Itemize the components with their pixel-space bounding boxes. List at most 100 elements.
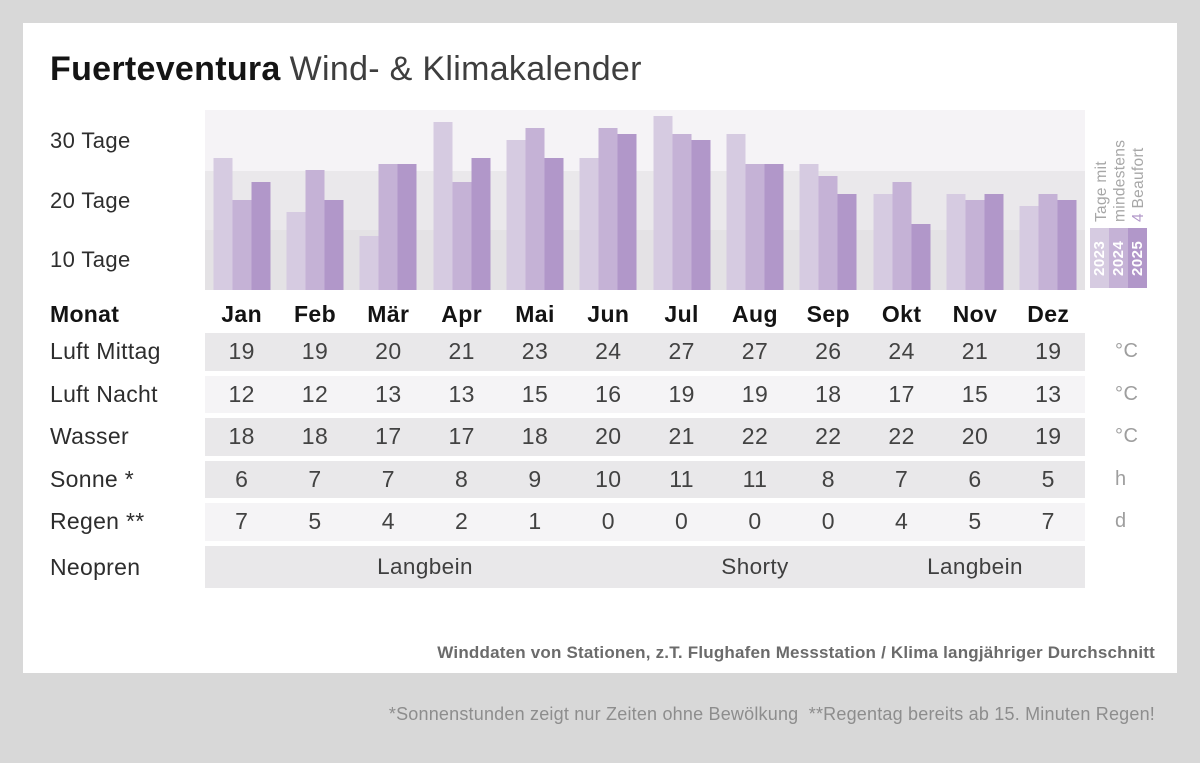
value-mär: 20	[375, 338, 402, 364]
table-row-wasser: Wasser 18 18 17 17 18 20 21 22 22 22 20 19 °C	[23, 418, 1177, 456]
bar-2025-apr	[471, 158, 491, 290]
unit-label: °C	[1115, 425, 1139, 447]
value-dez: 5	[1041, 465, 1055, 492]
row-stripe: 6 7 7 8 9 10 11 11 8 7 6 5	[205, 460, 1085, 498]
value-mär: 7	[381, 465, 395, 492]
bar-group-nov	[946, 110, 1004, 290]
month-header-cells: Jan Feb Mär Apr Mai Jun Jul Aug Sep Okt Nov Dez	[205, 295, 1085, 333]
value-dez: 19	[1035, 423, 1062, 449]
value-okt: 4	[895, 508, 909, 534]
bar-group-okt	[873, 110, 931, 290]
month-header-jul: Jul	[664, 301, 699, 327]
month-header-jan: Jan	[221, 301, 263, 327]
bar-2025-jan	[251, 182, 271, 290]
value-mai: 15	[521, 380, 549, 407]
value-apr: 17	[448, 423, 475, 449]
value-nov: 5	[968, 508, 982, 534]
unit-label: h	[1115, 467, 1127, 490]
value-okt: 17	[888, 380, 915, 407]
value-jan: 18	[228, 423, 255, 449]
value-sep: 8	[821, 465, 835, 492]
value-aug: 22	[741, 423, 769, 449]
month-header-row: Monat Jan Feb Mär Apr Mai Jun Jul Aug Sep Okt Nov D…	[23, 295, 1177, 333]
bar-2023-apr	[433, 122, 453, 290]
legend-label-2023: 2023	[1091, 240, 1108, 276]
value-apr: 2	[455, 508, 469, 534]
footer-notes: Winddaten von Stationen, z.T. Flughafen …	[389, 605, 1155, 763]
bar-2025-jun	[617, 134, 637, 290]
table-row-luft-mittag: Luft Mittag 19 19 20 21 23 24 27 27 26 24 21 19 °C	[23, 333, 1177, 371]
value-jul: 11	[669, 465, 694, 492]
value-feb: 19	[301, 338, 329, 364]
legend-2024: 2024	[1109, 228, 1128, 288]
month-header-mai: Mai	[515, 301, 555, 327]
month-column-sep	[792, 110, 865, 290]
value-mär: 13	[375, 380, 402, 407]
bar-2024-mai	[525, 128, 545, 290]
value-sep: 22	[815, 423, 842, 449]
row-stripe: 19 19 20 21 23 24 27 27 26 24 21 19	[205, 333, 1085, 371]
value-okt: 22	[888, 423, 915, 449]
bar-2023-jun	[579, 158, 599, 290]
bar-2023-okt	[873, 194, 893, 290]
chart-band-10-days	[205, 229, 1085, 290]
row-stripe: 18 18 17 17 18 20 21 22 22 22 20 19	[205, 418, 1085, 456]
bar-2023-sep	[799, 164, 819, 290]
value-mai: 1	[528, 508, 542, 534]
value-jul: 19	[668, 380, 695, 407]
month-column-mär	[352, 110, 425, 290]
month-column-okt	[865, 110, 938, 290]
month-header-okt: Okt	[881, 301, 922, 327]
month-column-jan	[205, 110, 278, 290]
bar-2024-okt	[892, 182, 912, 290]
row-label: Luft Mittag	[50, 338, 161, 364]
value-mai: 18	[521, 423, 549, 449]
month-column-dez	[1012, 110, 1085, 290]
neopren-span-langbein: Langbein	[927, 553, 1023, 579]
value-aug: 0	[748, 508, 762, 534]
bar-2025-mär	[397, 164, 417, 290]
value-jan: 19	[228, 338, 255, 364]
bar-2025-sep	[837, 194, 857, 290]
y-tick-10-tage: 10 Tage	[50, 247, 131, 272]
value-nov: 21	[961, 338, 989, 364]
month-column-jul	[645, 110, 718, 290]
climate-calendar-card: Fuerteventura Wind- & Klimakalender 30 Ta…	[23, 23, 1177, 724]
bar-2023-jul	[653, 116, 673, 290]
legend-2023: 2023	[1090, 228, 1109, 288]
bar-2025-mai	[544, 158, 564, 290]
value-mai: 9	[528, 465, 542, 492]
unit-label: °C	[1115, 382, 1139, 405]
neopren-row: Neopren Langbein Shorty Langbein	[23, 545, 1177, 588]
bar-2025-nov	[984, 194, 1004, 290]
value-sep: 0	[821, 508, 835, 534]
value-feb: 7	[308, 465, 322, 492]
value-sep: 18	[815, 380, 842, 407]
bar-group-mai	[506, 110, 564, 290]
row-stripe: 7 5 4 2 1 0 0 0 0 4 5 7	[205, 503, 1085, 541]
bar-group-jan	[213, 110, 271, 290]
wind-days-bar-chart	[205, 110, 1085, 290]
row-label: Sonne *	[50, 465, 134, 492]
bar-2024-mär	[378, 164, 398, 290]
bar-2025-dez	[1057, 200, 1077, 290]
bar-2023-mai	[506, 140, 526, 290]
month-header-apr: Apr	[441, 301, 483, 327]
bar-2023-dez	[1019, 206, 1039, 290]
value-aug: 19	[741, 380, 769, 407]
legend-label-2024: 2024	[1110, 240, 1127, 276]
value-mai: 23	[521, 338, 549, 364]
bar-group-aug	[726, 110, 784, 290]
bar-2023-aug	[726, 134, 746, 290]
value-dez: 13	[1035, 380, 1062, 407]
bar-2024-jul	[672, 134, 692, 290]
bar-2023-jan	[213, 158, 233, 290]
month-column-nov	[938, 110, 1011, 290]
value-dez: 19	[1035, 338, 1062, 364]
legend-2025: 2025	[1128, 228, 1147, 288]
value-jan: 12	[228, 380, 255, 407]
month-header-jun: Jun	[587, 301, 630, 327]
month-column-apr	[425, 110, 498, 290]
neopren-stripe: Langbein Shorty Langbein	[205, 545, 1085, 588]
bar-2024-aug	[745, 164, 765, 290]
